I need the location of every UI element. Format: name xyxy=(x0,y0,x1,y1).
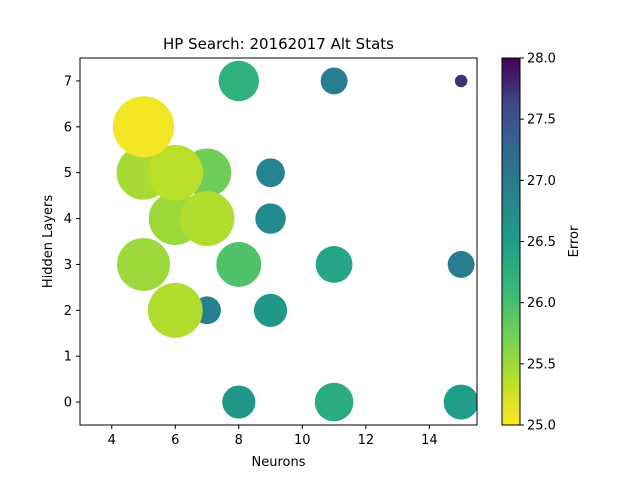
scatter-point xyxy=(117,237,171,291)
colorbar-tick-label: 26.5 xyxy=(527,235,556,250)
scatter-point xyxy=(443,384,477,420)
scatter-point xyxy=(256,158,285,188)
y-tick-label: 5 xyxy=(64,166,72,181)
scatter-point xyxy=(255,203,286,234)
scatter-point xyxy=(314,382,354,422)
colorbar-tick-label: 25.0 xyxy=(527,419,556,434)
x-tick-label: 4 xyxy=(108,433,116,448)
y-tick-label: 4 xyxy=(64,212,72,227)
scatter-point xyxy=(447,250,475,278)
colorbar-tick-label: 27.5 xyxy=(527,113,556,128)
y-tick-label: 0 xyxy=(64,396,72,411)
colorbar-tick-label: 28.0 xyxy=(527,52,556,67)
colorbar-label: Error xyxy=(567,225,582,257)
x-tick-label: 12 xyxy=(358,433,375,448)
scatter-point xyxy=(179,191,235,246)
colorbar-tick-label: 25.5 xyxy=(527,357,556,372)
colorbar-ticks: 25.0 25.5 26.0 26.5 27.0 27.5 28.0 xyxy=(520,52,556,434)
scatter-point xyxy=(216,241,262,287)
y-tick-label: 1 xyxy=(64,350,72,365)
x-tick-label: 8 xyxy=(235,433,243,448)
scatter-point xyxy=(253,293,288,327)
y-axis-label: Hidden Layers xyxy=(41,195,56,289)
scatter-point xyxy=(218,60,259,102)
colorbar xyxy=(501,57,521,426)
scatter-point xyxy=(112,96,175,158)
scatter-point xyxy=(454,74,468,88)
scatter-point xyxy=(147,144,204,201)
x-axis-ticks: 4 6 8 10 12 14 xyxy=(108,425,438,448)
colorbar-tick-label: 27.0 xyxy=(527,174,556,189)
x-tick-label: 14 xyxy=(421,433,438,448)
colorbar-tick-label: 26.0 xyxy=(527,296,556,311)
plot-frame xyxy=(79,57,478,426)
y-tick-label: 2 xyxy=(64,304,72,319)
x-axis-label: Neurons xyxy=(252,455,306,470)
chart-title: HP Search: 20162017 Alt Stats xyxy=(163,35,394,53)
x-tick-label: 6 xyxy=(171,433,179,448)
y-tick-label: 7 xyxy=(64,74,72,89)
scatter-point xyxy=(147,282,203,338)
y-tick-label: 3 xyxy=(64,258,72,273)
y-tick-label: 6 xyxy=(64,120,72,135)
x-tick-label: 10 xyxy=(294,433,311,448)
scatter-point xyxy=(222,385,256,419)
scatter-point xyxy=(320,67,348,95)
scatter-points xyxy=(112,60,477,422)
scatter-point xyxy=(315,246,353,283)
y-axis-ticks: 0 1 2 3 4 5 6 7 xyxy=(64,74,80,411)
